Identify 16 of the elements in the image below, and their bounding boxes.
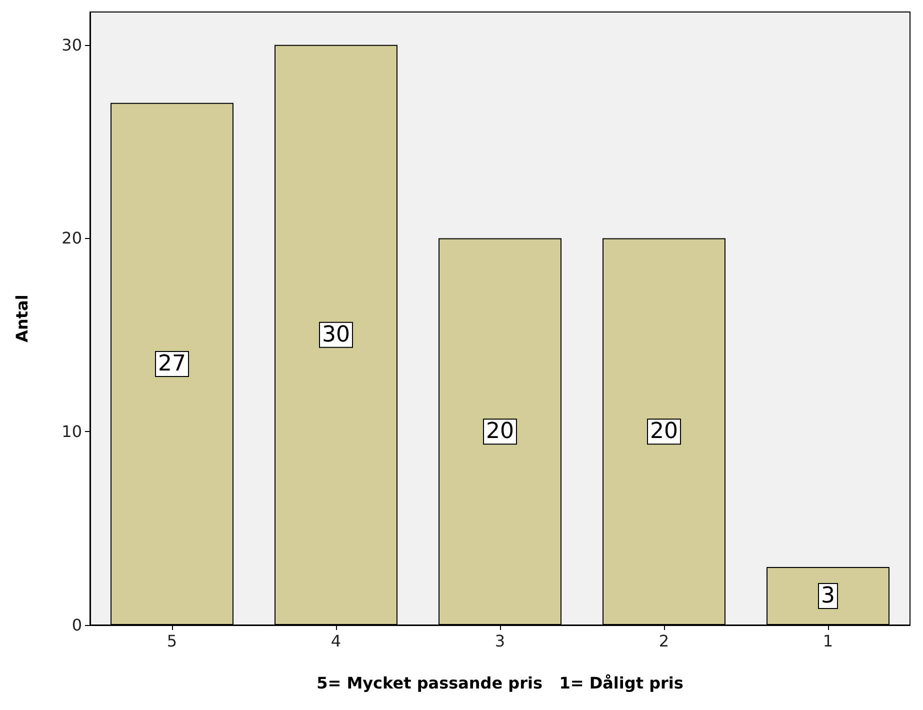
data-label: 3 [821, 583, 835, 608]
data-label: 20 [486, 419, 514, 444]
data-label: 20 [650, 419, 678, 444]
data-label: 27 [158, 351, 186, 376]
x-axis-title: 5= Mycket passande pris 1= Dåligt pris [316, 674, 684, 692]
x-tick-label: 4 [330, 632, 342, 650]
x-tick-label: 1 [822, 632, 834, 650]
x-tick-label: 2 [658, 632, 670, 650]
y-tick-label: 0 [72, 616, 82, 634]
y-tick-label: 30 [62, 35, 82, 54]
x-tick-label: 3 [494, 632, 506, 650]
y-tick-label: 10 [62, 422, 82, 442]
y-tick-label: 20 [62, 228, 82, 248]
y-axis-title: Antal [12, 294, 32, 342]
x-tick-label: 5 [166, 632, 178, 650]
data-label: 30 [322, 322, 350, 348]
